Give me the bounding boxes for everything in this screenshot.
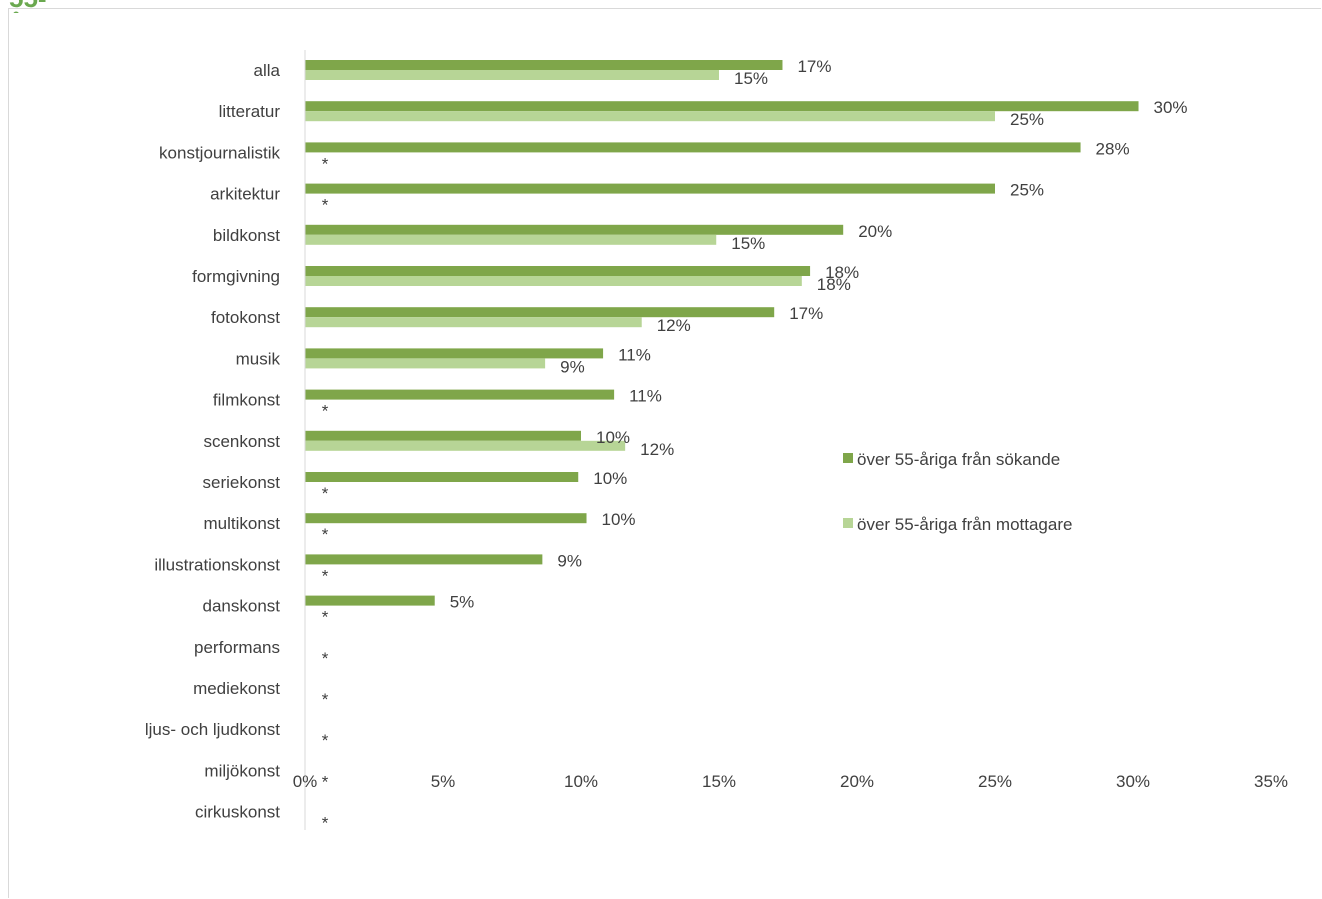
data-label-sokande: 20% (858, 222, 892, 241)
category-label: konstjournalistik (159, 143, 280, 162)
category-label: fotokonst (211, 308, 280, 327)
data-label-sokande: 5% (450, 593, 475, 612)
suppressed-marker: * (322, 608, 329, 627)
data-label-sokande: 11% (618, 345, 651, 364)
x-tick-label: 15% (702, 772, 736, 791)
bar-sokande (305, 389, 615, 400)
suppressed-marker: * (322, 649, 329, 668)
bar-sokande (305, 101, 1139, 112)
chart-frame: 55-åriga (8, 0, 1321, 898)
x-tick-label: 30% (1116, 772, 1150, 791)
bar-mottagare (305, 276, 802, 286)
data-label-sokande: 17% (789, 304, 823, 323)
suppressed-marker: * (322, 814, 329, 833)
data-label-sokande: 25% (1010, 181, 1044, 200)
bars-layer (305, 60, 1139, 606)
category-label: mediekonst (193, 679, 280, 698)
bar-sokande (305, 60, 783, 70)
data-label-sokande: 28% (1096, 139, 1130, 158)
data-label-sokande: 30% (1154, 98, 1188, 117)
data-label-sokande: 9% (557, 551, 582, 570)
data-label-sokande: 10% (596, 428, 630, 447)
axis-layer: 0% 5% 10% 15% 20% 25% 30% 35% (293, 50, 1288, 830)
data-label-sokande: 10% (602, 510, 636, 529)
category-label: seriekonst (203, 473, 281, 492)
data-label-mottagare: 12% (640, 440, 674, 459)
data-label-mottagare: 9% (560, 357, 585, 376)
legend-swatch-sokande (843, 453, 853, 463)
bar-sokande (305, 348, 604, 359)
category-label: scenkonst (203, 432, 280, 451)
bar-sokande (305, 266, 811, 276)
bar-sokande (305, 307, 775, 318)
suppressed-marker: * (322, 690, 329, 709)
bar-sokande (305, 595, 435, 606)
data-label-mottagare: 15% (731, 234, 765, 253)
suppressed-marker: * (322, 154, 329, 173)
data-label-mottagare: 18% (817, 275, 851, 294)
bar-sokande (305, 183, 995, 194)
category-label: illustrationskonst (154, 555, 280, 574)
category-label: litteratur (219, 102, 281, 121)
legend: över 55-åriga från sökande över 55-åriga… (843, 450, 1072, 534)
bar-mottagare (305, 111, 995, 122)
x-tick-label: 35% (1254, 772, 1288, 791)
suppressed-marker: * (322, 731, 329, 750)
data-label-mottagare: 12% (657, 316, 691, 335)
data-label-sokande: 17% (797, 57, 831, 76)
x-tick-label: 0% (293, 772, 318, 791)
suppressed-marker: * (322, 772, 329, 791)
category-label: filmkonst (213, 391, 280, 410)
category-label: formgivning (192, 267, 280, 286)
bar-sokande (305, 554, 543, 565)
x-tick-label: 20% (840, 772, 874, 791)
suppressed-marker: * (322, 196, 329, 215)
category-label: performans (194, 638, 280, 657)
x-tick-label: 25% (978, 772, 1012, 791)
category-label: alla (254, 61, 281, 80)
data-label-sokande: 10% (593, 469, 627, 488)
bar-sokande (305, 472, 579, 482)
category-label: multikonst (203, 514, 280, 533)
data-label-mottagare: 15% (734, 69, 768, 88)
bar-sokande (305, 430, 581, 441)
category-label: arkitektur (210, 185, 280, 204)
labels-layer: alla 17% 15% litteratur 30% 25% konstjournalis… (145, 57, 1188, 833)
bar-sokande (305, 142, 1081, 153)
bar-mottagare (305, 70, 719, 80)
category-label: musik (236, 349, 281, 368)
legend-label-mottagare: över 55-åriga från mottagare (857, 515, 1072, 534)
data-label-sokande: 18% (825, 263, 859, 282)
bar-sokande (305, 513, 587, 524)
x-tick-label: 10% (564, 772, 598, 791)
bar-sokande (305, 224, 844, 235)
suppressed-marker: * (322, 566, 329, 585)
category-label: cirkuskonst (195, 803, 280, 822)
legend-label-sokande: över 55-åriga från sökande (857, 450, 1060, 469)
bar-mottagare (305, 317, 642, 328)
suppressed-marker: * (322, 402, 329, 421)
data-label-sokande: 11% (629, 387, 662, 406)
bar-mottagare (305, 234, 717, 245)
legend-swatch-mottagare (843, 518, 853, 528)
x-tick-label: 5% (431, 772, 456, 791)
suppressed-marker: * (322, 484, 329, 503)
bar-mottagare (305, 358, 546, 369)
category-label: ljus- och ljudkonst (145, 720, 280, 739)
category-label: bildkonst (213, 226, 280, 245)
category-label: miljökonst (204, 761, 280, 780)
category-label: danskonst (203, 597, 281, 616)
suppressed-marker: * (322, 525, 329, 544)
clipped-heading: 55-åriga (9, 0, 81, 13)
bar-mottagare (305, 440, 626, 451)
clipped-heading-text: 55-åriga (9, 0, 81, 13)
data-label-mottagare: 25% (1010, 110, 1044, 129)
